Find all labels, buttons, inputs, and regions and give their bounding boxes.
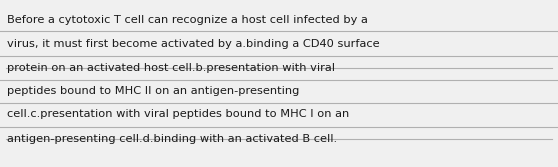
Text: virus, it must first become activated by a.binding a CD40 surface: virus, it must first become activated by… <box>7 39 379 49</box>
Text: antigen-presenting cell.d.binding with an activated B cell.: antigen-presenting cell.d.binding with a… <box>7 134 337 144</box>
Text: cell.c.presentation with viral peptides bound to MHC I on an: cell.c.presentation with viral peptides … <box>7 109 349 119</box>
Text: protein on an activated host cell.b.presentation with viral: protein on an activated host cell.b.pres… <box>7 63 335 73</box>
Text: peptides bound to MHC II on an antigen-presenting: peptides bound to MHC II on an antigen-p… <box>7 86 299 96</box>
Text: Before a cytotoxic T cell can recognize a host cell infected by a: Before a cytotoxic T cell can recognize … <box>7 15 368 25</box>
